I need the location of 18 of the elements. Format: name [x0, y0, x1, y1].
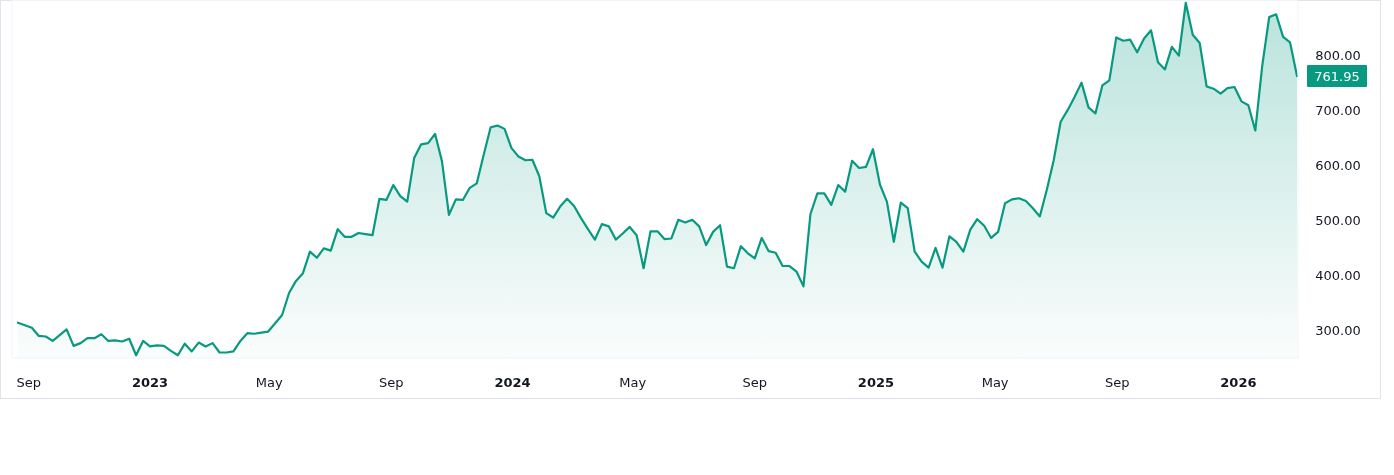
x-tick-label: 2024: [494, 374, 531, 390]
x-tick-label: Sep: [16, 374, 42, 390]
x-tick-label: 2026: [1220, 374, 1257, 390]
x-tick-label: May: [255, 374, 283, 390]
x-tick-label: May: [981, 374, 1009, 390]
x-tick-label: May: [619, 374, 647, 390]
x-tick-label: Sep: [379, 374, 404, 390]
y-tick-label: 300.00: [1315, 323, 1361, 339]
x-tick-label: 2025: [857, 374, 895, 390]
x-tick-label: Sep: [1105, 374, 1130, 390]
y-tick-label: 700.00: [1315, 102, 1361, 118]
y-tick-label: 400.00: [1315, 267, 1361, 283]
x-tick-label: Sep: [742, 374, 768, 390]
y-tick-label: 600.00: [1315, 157, 1361, 173]
y-tick-label: 800.00: [1315, 47, 1361, 63]
x-tick-label: 2023: [131, 374, 169, 390]
annotation: 761.95: [1314, 68, 1360, 84]
y-tick-label: 500.00: [1315, 212, 1361, 228]
